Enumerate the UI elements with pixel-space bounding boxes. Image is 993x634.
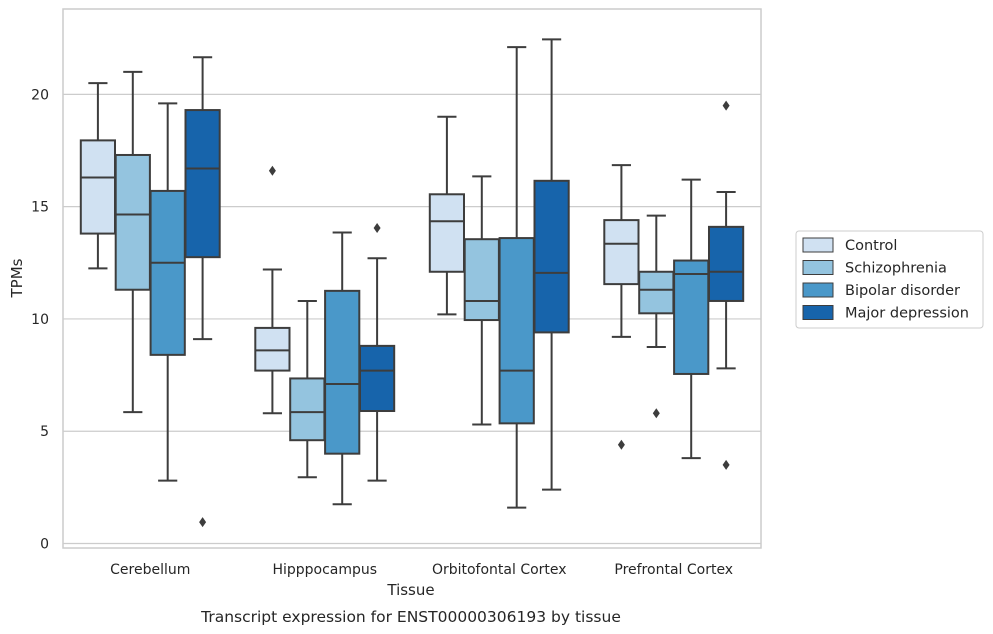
y-tick-label: 15 — [31, 200, 49, 216]
box — [498, 237, 535, 425]
box — [289, 377, 326, 442]
box-group — [324, 231, 361, 506]
box-group — [707, 100, 745, 470]
outlier-point — [199, 517, 207, 528]
box — [673, 259, 710, 375]
legend: Control Schizophrenia Bipolar disorder Majo… — [795, 230, 984, 329]
legend-swatch — [802, 305, 834, 320]
box-group — [603, 164, 640, 450]
chart-caption: Transcript expression for ENST0000030619… — [200, 608, 621, 626]
box-group — [638, 214, 675, 419]
y-tick-label: 0 — [40, 537, 49, 553]
outlier-point — [722, 100, 730, 111]
box — [707, 225, 745, 302]
box-group — [184, 56, 221, 528]
box — [638, 270, 675, 315]
x-tick-label: Orbitofontal Cortex — [432, 562, 567, 578]
legend-label: Bipolar disorder — [845, 283, 960, 299]
x-tick-labels: Cerebellum Hipppocampus Orbitofontal Corte… — [110, 562, 733, 578]
x-tick-label: Hipppocampus — [272, 562, 377, 578]
box — [358, 344, 396, 413]
box-group — [114, 70, 151, 414]
box — [184, 109, 221, 259]
box-group — [498, 46, 535, 509]
box — [254, 326, 291, 372]
box-groups — [79, 38, 745, 528]
y-tick-label: 20 — [31, 87, 49, 103]
box-group — [673, 178, 710, 460]
box-group — [463, 175, 500, 426]
x-axis-label: Tissue — [386, 581, 434, 599]
legend-label: Schizophrenia — [845, 261, 947, 277]
y-tick-label: 5 — [40, 424, 49, 440]
box — [603, 219, 640, 286]
y-tick-label: 10 — [31, 312, 49, 328]
box-group — [149, 102, 186, 482]
box-group — [254, 165, 291, 415]
box — [533, 179, 570, 334]
box-group — [289, 299, 326, 479]
outlier-point — [652, 408, 660, 419]
outlier-point — [722, 459, 730, 470]
y-axis-label: TPMs — [8, 258, 26, 298]
legend-swatch — [802, 237, 834, 253]
legend-label: Major depression — [845, 306, 969, 322]
box — [324, 289, 361, 455]
box — [114, 153, 151, 291]
box — [463, 238, 500, 322]
box — [149, 189, 186, 356]
box-group — [358, 222, 396, 482]
y-tick-labels: 0 5 10 15 20 — [31, 87, 49, 552]
x-tick-label: Cerebellum — [110, 562, 190, 578]
box — [79, 139, 117, 235]
outlier-point — [268, 165, 276, 176]
outlier-point — [617, 439, 625, 450]
box-group — [428, 115, 466, 316]
box-group — [79, 82, 117, 270]
box-group — [533, 38, 570, 491]
plot-frame — [62, 8, 762, 549]
box — [428, 193, 466, 273]
legend-swatch — [802, 282, 834, 298]
x-tick-label: Prefrontal Cortex — [614, 562, 733, 578]
legend-swatch — [802, 260, 834, 275]
legend-label: Control — [845, 238, 897, 254]
legend-frame — [795, 230, 984, 329]
outlier-point — [373, 222, 381, 233]
